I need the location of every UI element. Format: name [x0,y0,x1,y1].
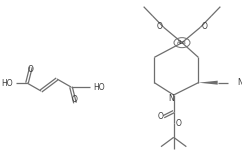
Text: O: O [157,22,163,31]
Text: O: O [176,119,182,128]
Text: HO: HO [1,78,13,87]
Text: N: N [168,94,174,103]
Text: O: O [201,22,207,31]
Polygon shape [198,81,218,85]
Text: O: O [158,112,164,121]
Text: O: O [72,96,78,105]
Text: O: O [28,66,34,75]
Text: HO: HO [93,82,105,91]
Text: Abs: Abs [177,40,187,45]
Text: NH₂: NH₂ [238,78,242,87]
